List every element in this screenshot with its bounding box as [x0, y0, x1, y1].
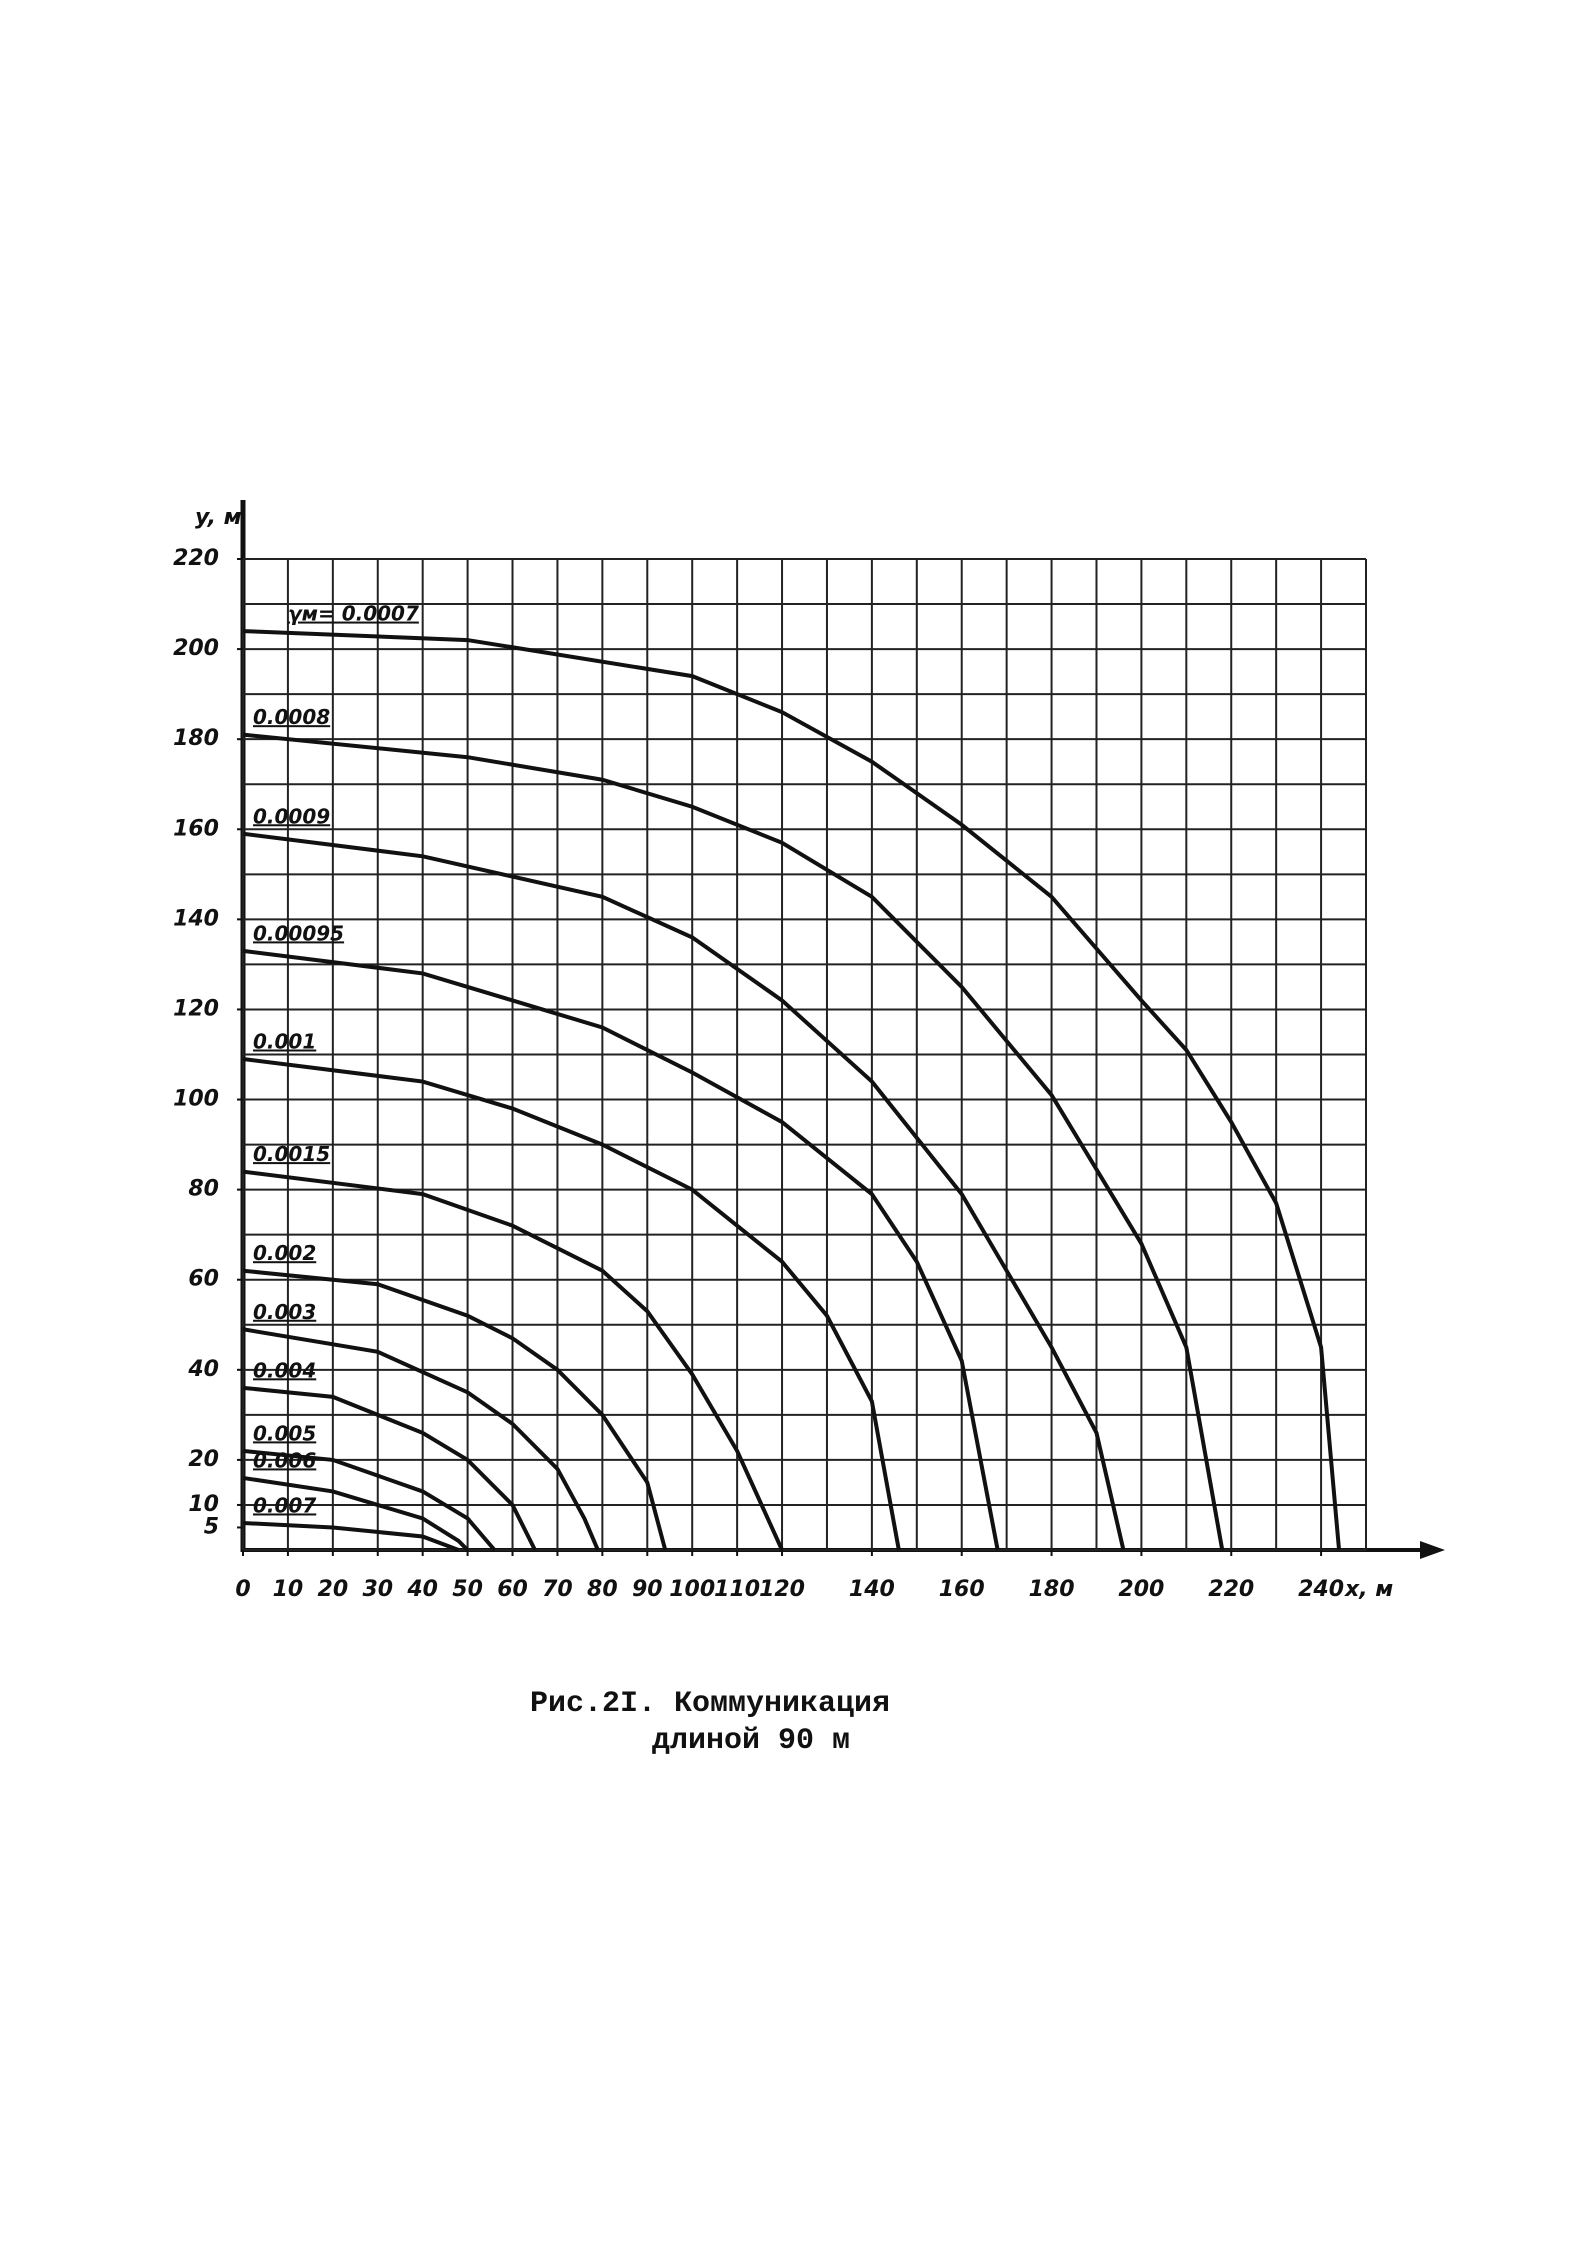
x-tick-label: 240 [1298, 1577, 1344, 1602]
x-axis-label: x, м [1344, 1577, 1393, 1602]
x-tick-label: 50 [452, 1577, 483, 1602]
x-tick-label: 120 [759, 1577, 805, 1602]
x-tick-label: 10 [273, 1577, 304, 1602]
x-tick-label: 160 [939, 1577, 985, 1602]
curve [242, 1169, 784, 1551]
x-tick-label: 70 [542, 1577, 573, 1602]
caption-line: Рис.2I. Коммуникация [530, 1687, 890, 1721]
curve-label: 0.003 [253, 1300, 316, 1324]
curve [242, 831, 1126, 1551]
y-tick-label: 140 [173, 906, 219, 931]
y-tick-label: 20 [188, 1447, 219, 1472]
y-tick-label: 120 [173, 996, 219, 1021]
x-tick-label: 180 [1029, 1577, 1075, 1602]
x-tick-label: 100 [669, 1577, 715, 1602]
curve [242, 1475, 470, 1552]
curve-label: 0.004 [253, 1358, 316, 1382]
x-tick-label: 140 [849, 1577, 895, 1602]
x-tick-label: 90 [632, 1577, 663, 1602]
curve-label: 0.0009 [253, 804, 330, 828]
y-tick-label: 80 [188, 1177, 219, 1202]
curve-label: 0.00095 [253, 921, 344, 945]
curve [242, 1385, 537, 1551]
curve-label: 0.005 [253, 1421, 316, 1445]
x-tick-label: 30 [362, 1577, 393, 1602]
x-tick-label: 110 [714, 1577, 760, 1602]
x-tick-label: 80 [587, 1577, 618, 1602]
x-tick-label: 0 [235, 1577, 250, 1602]
y-tick-label: 180 [173, 726, 219, 751]
x-axis-arrow [1420, 1541, 1445, 1559]
x-tick-label: 220 [1208, 1577, 1254, 1602]
curve-label: 0.0015 [253, 1142, 330, 1166]
curve-label: 0.0008 [253, 705, 330, 729]
x-tick-label: 200 [1118, 1577, 1164, 1602]
curve-label: 0.002 [253, 1241, 316, 1265]
y-tick-label: 160 [173, 816, 219, 841]
y-tick-label: 200 [173, 636, 219, 661]
caption-line: длиной 90 м [652, 1724, 850, 1758]
curve-label: γм= 0.0007 [288, 602, 419, 626]
curve-label: 0.006 [253, 1448, 316, 1472]
y-tick-label: 100 [173, 1087, 219, 1112]
curve [242, 1268, 668, 1551]
y-tick-label: 5 [204, 1514, 219, 1539]
x-tick-label: 60 [497, 1577, 528, 1602]
y-tick-label: 220 [173, 546, 219, 571]
x-tick-label: 20 [318, 1577, 349, 1602]
y-axis-label: y, м [195, 505, 242, 530]
curve [242, 1057, 901, 1551]
curve [242, 629, 1342, 1551]
curve [242, 1520, 460, 1552]
y-tick-label: 60 [188, 1267, 219, 1292]
curve [242, 948, 1000, 1551]
x-tick-label: 40 [406, 1577, 438, 1602]
y-tick-label: 40 [187, 1357, 219, 1382]
curve-label: 0.001 [253, 1030, 316, 1054]
curve-label: 0.007 [253, 1493, 316, 1517]
curve [242, 1448, 497, 1552]
curve [242, 732, 1225, 1551]
curve [242, 1327, 600, 1551]
y-tick-label: 10 [188, 1492, 219, 1517]
